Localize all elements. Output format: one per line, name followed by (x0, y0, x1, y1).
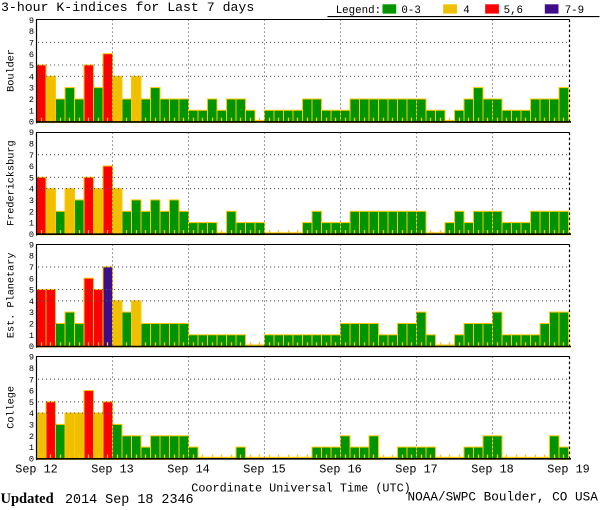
svg-text:3: 3 (29, 308, 34, 318)
svg-text:1: 1 (29, 443, 34, 453)
svg-text:7: 7 (29, 375, 34, 385)
svg-text:5: 5 (29, 61, 34, 71)
svg-text:7: 7 (29, 263, 34, 273)
svg-text:8: 8 (29, 27, 34, 37)
svg-text:Sep 15: Sep 15 (243, 463, 285, 477)
svg-text:Coordinate Universal Time (UTC: Coordinate Universal Time (UTC) (191, 482, 410, 496)
svg-text:Est. Planetary: Est. Planetary (6, 253, 18, 339)
svg-text:Sep 12: Sep 12 (15, 463, 57, 477)
svg-text:2: 2 (29, 432, 34, 442)
svg-text:NOAA/SWPC Boulder, CO USA: NOAA/SWPC Boulder, CO USA (408, 490, 599, 505)
svg-text:1: 1 (29, 331, 34, 341)
svg-text:College: College (6, 386, 18, 429)
svg-text:0: 0 (29, 230, 34, 240)
svg-text:4: 4 (463, 5, 469, 17)
svg-text:2014 Sep 18 2346: 2014 Sep 18 2346 (65, 493, 194, 508)
svg-text:2: 2 (29, 207, 34, 217)
svg-text:Boulder: Boulder (6, 49, 18, 92)
svg-text:0: 0 (29, 118, 34, 128)
svg-text:Sep 16: Sep 16 (319, 463, 361, 477)
svg-text:Sep 18: Sep 18 (471, 463, 513, 477)
svg-text:4: 4 (29, 297, 34, 307)
svg-text:2: 2 (29, 320, 34, 330)
svg-text:2: 2 (29, 95, 34, 105)
svg-text:7: 7 (29, 151, 34, 161)
svg-text:6: 6 (29, 50, 34, 60)
svg-text:Sep 17: Sep 17 (395, 463, 437, 477)
svg-text:6: 6 (29, 274, 34, 284)
svg-text:5: 5 (29, 398, 34, 408)
svg-text:3: 3 (29, 421, 34, 431)
svg-text:3: 3 (29, 84, 34, 94)
svg-text:3: 3 (29, 196, 34, 206)
svg-text:8: 8 (29, 364, 34, 374)
svg-text:7: 7 (29, 39, 34, 49)
svg-text:5: 5 (29, 286, 34, 296)
svg-text:9: 9 (29, 240, 34, 250)
svg-text:7-9: 7-9 (565, 5, 584, 17)
svg-text:5: 5 (29, 173, 34, 183)
svg-text:5,6: 5,6 (504, 5, 523, 17)
svg-text:1: 1 (29, 106, 34, 116)
svg-text:8: 8 (29, 139, 34, 149)
svg-text:Legend:: Legend: (336, 5, 381, 17)
svg-text:4: 4 (29, 409, 34, 419)
svg-text:Fredericksburg: Fredericksburg (6, 140, 18, 226)
svg-text:6: 6 (29, 162, 34, 172)
svg-text:Updated: Updated (1, 491, 54, 507)
svg-text:Sep 14: Sep 14 (167, 463, 209, 477)
svg-text:0: 0 (29, 342, 34, 352)
svg-text:8: 8 (29, 252, 34, 262)
svg-text:9: 9 (29, 353, 34, 363)
svg-text:0-3: 0-3 (401, 5, 420, 17)
svg-text:3-hour K-indices for Last 7 da: 3-hour K-indices for Last 7 days (1, 0, 254, 15)
svg-text:4: 4 (29, 185, 34, 195)
svg-text:4: 4 (29, 72, 34, 82)
svg-text:Sep 19: Sep 19 (547, 463, 589, 477)
svg-text:6: 6 (29, 387, 34, 397)
svg-text:9: 9 (29, 128, 34, 138)
svg-text:0: 0 (29, 455, 34, 465)
svg-text:1: 1 (29, 219, 34, 229)
svg-text:Sep 13: Sep 13 (91, 463, 133, 477)
svg-text:9: 9 (29, 16, 34, 26)
